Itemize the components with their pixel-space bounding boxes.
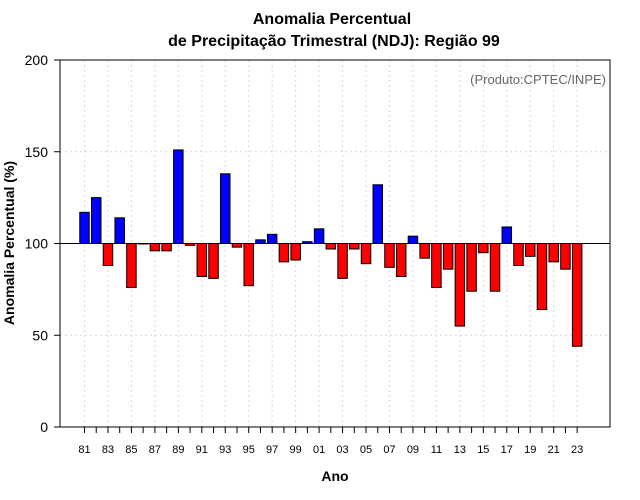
bar-20 bbox=[536, 243, 548, 311]
bar-97 bbox=[266, 233, 278, 245]
x-tick-label: 05 bbox=[360, 444, 372, 456]
bar-05 bbox=[360, 243, 372, 265]
x-axis: 81 83 85 87 89 91 93 95 97 99 01 03 05 07 09 11 13 15 17 19… bbox=[78, 427, 583, 456]
bar-06 bbox=[372, 184, 383, 244]
x-tick-label: 23 bbox=[571, 444, 583, 456]
bar-01 bbox=[313, 228, 325, 245]
bar-18 bbox=[513, 243, 524, 267]
bar-03 bbox=[337, 243, 348, 279]
bar-17 bbox=[501, 226, 513, 244]
x-tick-label: 17 bbox=[501, 444, 513, 456]
bar-10 bbox=[419, 243, 430, 259]
x-tick-label: 09 bbox=[407, 444, 419, 456]
bar-85 bbox=[126, 243, 137, 289]
x-tick-label: 01 bbox=[313, 444, 325, 456]
chart-title-line2: de Precipitação Trimestral (NDJ): Região… bbox=[168, 33, 500, 50]
bar-91 bbox=[196, 243, 208, 278]
bar-92 bbox=[208, 243, 219, 279]
bar-81 bbox=[79, 211, 90, 244]
bar-94 bbox=[231, 243, 243, 248]
bar-84 bbox=[114, 217, 125, 244]
bar-14 bbox=[466, 243, 477, 292]
x-tick-label: 85 bbox=[125, 444, 137, 456]
bars bbox=[79, 149, 583, 347]
bar-21 bbox=[548, 243, 559, 263]
x-tick-label: 87 bbox=[149, 444, 161, 456]
bar-83 bbox=[102, 243, 114, 267]
bar-04 bbox=[349, 243, 360, 250]
bar-99 bbox=[290, 243, 301, 261]
y-tick-label: 50 bbox=[32, 327, 48, 343]
bar-11 bbox=[431, 243, 442, 289]
bar-15 bbox=[478, 243, 489, 254]
bar-88 bbox=[161, 243, 172, 252]
bar-82 bbox=[90, 197, 102, 245]
grid-lines bbox=[60, 60, 610, 427]
bar-08 bbox=[395, 243, 407, 278]
x-tick-label: 93 bbox=[219, 444, 231, 456]
x-tick-label: 81 bbox=[78, 444, 90, 456]
bar-07 bbox=[384, 243, 395, 268]
x-axis-label: Ano bbox=[321, 468, 348, 484]
x-tick-label: 11 bbox=[431, 444, 442, 456]
chart-title-line1: Anomalia Percentual bbox=[253, 11, 411, 28]
bar-09 bbox=[407, 235, 419, 245]
bar-93 bbox=[220, 173, 231, 245]
x-tick-label: 89 bbox=[172, 444, 184, 456]
x-tick-label: 91 bbox=[196, 444, 208, 456]
bar-98 bbox=[278, 243, 290, 263]
x-tick-label: 21 bbox=[548, 444, 560, 456]
bar-19 bbox=[524, 243, 536, 257]
x-tick-label: 03 bbox=[336, 444, 348, 456]
x-tick-label: 13 bbox=[454, 444, 466, 456]
x-tick-label: 99 bbox=[290, 444, 302, 456]
x-tick-label: 19 bbox=[524, 444, 536, 456]
bar-87 bbox=[149, 243, 161, 252]
bar-22 bbox=[560, 243, 571, 270]
x-tick-label: 95 bbox=[243, 444, 255, 456]
bar-95 bbox=[243, 243, 254, 287]
y-tick-label: 150 bbox=[25, 144, 49, 160]
bar-23 bbox=[571, 243, 583, 347]
bar-02 bbox=[325, 243, 337, 250]
bar-89 bbox=[173, 149, 184, 244]
y-tick-label: 100 bbox=[25, 236, 49, 252]
bar-16 bbox=[489, 243, 501, 292]
y-axis-label: Anomalia Percentual (%) bbox=[1, 161, 17, 325]
y-tick-label: 0 bbox=[40, 419, 48, 435]
bar-12 bbox=[442, 243, 454, 270]
y-tick-label: 200 bbox=[25, 52, 49, 68]
y-axis: 0 50 100 150 200 bbox=[25, 52, 60, 435]
bar-96 bbox=[255, 239, 266, 245]
bar-13 bbox=[454, 243, 466, 327]
credit-label: (Produto:CPTEC/INPE) bbox=[470, 72, 606, 87]
x-tick-label: 83 bbox=[102, 444, 114, 456]
x-tick-label: 15 bbox=[477, 444, 489, 456]
x-tick-label: 97 bbox=[266, 444, 278, 456]
x-tick-label: 07 bbox=[383, 444, 395, 456]
